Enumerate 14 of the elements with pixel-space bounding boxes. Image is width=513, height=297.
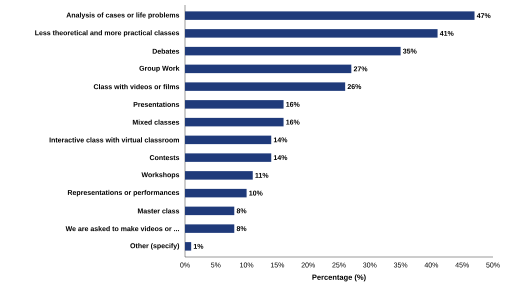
bar [185, 242, 192, 251]
bar [185, 64, 352, 74]
bar [185, 82, 346, 91]
bar [185, 171, 253, 180]
bar [185, 136, 272, 144]
bar [185, 29, 438, 38]
bar [185, 206, 234, 216]
bar [185, 100, 284, 109]
bar [185, 11, 475, 20]
bar [185, 188, 247, 198]
bar [185, 118, 284, 126]
bar [185, 224, 234, 233]
bar [185, 46, 401, 56]
bar [185, 153, 272, 162]
